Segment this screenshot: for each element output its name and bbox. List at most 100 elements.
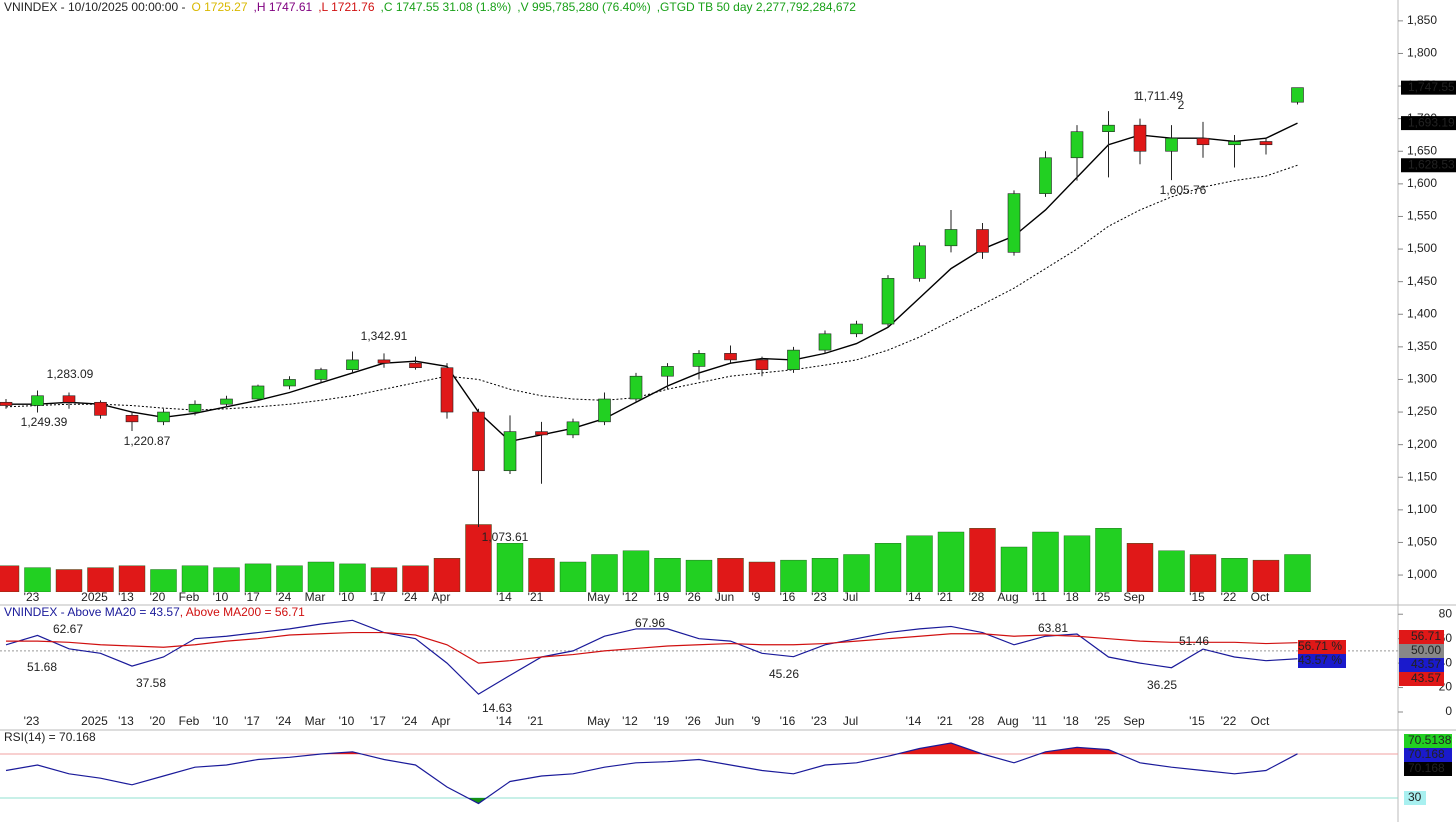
candle-body <box>94 401 107 416</box>
x-tick-label: '19 <box>654 714 670 728</box>
x-tick-label: '22 <box>1221 590 1237 604</box>
x-tick-label: '12 <box>622 590 638 604</box>
x-tick-label: '22 <box>1221 714 1237 728</box>
x-tick-label: 2025 <box>81 714 108 728</box>
header-item: ,GTGD TB 50 day 2,277,792,284,672 <box>657 0 857 14</box>
y-tick-label: 1,300 <box>1407 372 1437 386</box>
y-tick-label: 1,000 <box>1407 567 1437 581</box>
moving-average <box>5 164 1298 411</box>
y-tick-label: 1,850 <box>1407 13 1437 27</box>
candle-body <box>976 229 989 253</box>
candle-body <box>31 395 44 406</box>
volume-bar <box>370 567 398 592</box>
candle-body <box>629 375 643 400</box>
x-tick-label: Aug <box>997 714 1018 728</box>
candle-body <box>1291 87 1304 103</box>
value-box <box>1298 640 1346 654</box>
x-tick-label: Apr <box>432 714 451 728</box>
x-tick-label: '21 <box>937 714 953 728</box>
last-value-label: 1,693.19 <box>1408 115 1455 129</box>
breadth-annotation: 14.63 <box>482 701 512 715</box>
value-box-label: 50.00 <box>1411 643 1441 657</box>
x-tick-label: '16 <box>780 714 796 728</box>
y-tick-label: 1,150 <box>1407 469 1437 483</box>
x-tick-label: '26 <box>685 590 701 604</box>
volume-bar <box>55 569 83 592</box>
candle-body <box>1039 157 1052 194</box>
value-box-label: 43.57 <box>1411 671 1441 685</box>
volume-bar <box>339 563 366 592</box>
value-box <box>1404 762 1452 776</box>
breadth-annotation: 63.81 <box>1038 621 1068 635</box>
volume-bar <box>307 561 335 592</box>
x-tick-label: '23 <box>811 714 827 728</box>
price-annotation: 1,283.09 <box>47 367 94 381</box>
volume-bar <box>528 558 555 592</box>
last-value-box <box>1401 158 1456 173</box>
value-box-label: 43.57 % <box>1298 653 1342 667</box>
candle-body <box>566 421 580 436</box>
price-panel <box>0 87 1311 592</box>
y-tick-label: 30 <box>1408 790 1422 804</box>
x-tick-label: '21 <box>528 590 544 604</box>
volume-bar <box>748 561 776 592</box>
x-tick-label: '18 <box>1063 714 1079 728</box>
price-annotation: 2 <box>1178 98 1185 112</box>
header-item: ,L 1721.76 <box>318 0 375 14</box>
candle-body <box>503 431 517 472</box>
volume-bar <box>1189 554 1217 592</box>
x-tick-label: Jul <box>843 714 858 728</box>
x-tick-label: '24 <box>402 714 418 728</box>
x-tick-label: '17 <box>244 590 260 604</box>
candle-body <box>881 278 895 325</box>
y-tick-label: 1,350 <box>1407 339 1437 353</box>
candle-body <box>157 411 170 423</box>
header-item: ,C 1747.55 31.08 (1.8%) <box>381 0 512 14</box>
header: VNINDEX - 10/10/2025 00:00:00 - O 1725.27… <box>4 0 856 14</box>
volume-bar <box>118 565 146 592</box>
last-value-box <box>1401 80 1456 95</box>
breadth-annotation: 51.68 <box>27 660 57 674</box>
x-tick-label: May <box>587 714 610 728</box>
last-value-box <box>1401 116 1456 131</box>
volume-bar <box>591 554 618 592</box>
value-box-label: 56.71 % <box>1298 639 1342 653</box>
volume-bar <box>780 559 807 592</box>
x-tick-label: '28 <box>969 590 985 604</box>
x-tick-label: Oct <box>1251 714 1270 728</box>
x-tick-label: Oct <box>1251 590 1270 604</box>
volume-bar <box>969 528 996 592</box>
y-tick-label: 1,400 <box>1407 306 1437 320</box>
y-tick-label: 1,500 <box>1407 241 1437 255</box>
last-value-label: 1,628.53 <box>1408 157 1455 171</box>
header-item: VNINDEX - 10/10/2025 00:00:00 - <box>4 0 185 14</box>
x-tick-label: '9 <box>752 590 761 604</box>
volume-bar <box>843 554 870 592</box>
x-tick-label: '11 <box>1032 714 1047 728</box>
candle-body <box>62 395 76 403</box>
breadth-annotation: 45.26 <box>769 667 799 681</box>
value-box-label: 43.57 <box>1411 657 1441 671</box>
candle-body <box>1165 137 1178 152</box>
panel-title-part: , Above MA200 = 56.71 <box>180 605 305 619</box>
candle-body <box>1007 193 1021 253</box>
candle-body <box>755 359 769 370</box>
rsi-line <box>5 742 1298 805</box>
x-tick-label: '25 <box>1095 590 1111 604</box>
candle-body <box>377 359 391 364</box>
x-tick-label: '23 <box>811 590 827 604</box>
x-tick-label: '14 <box>906 590 922 604</box>
volume-bar <box>433 558 461 592</box>
header-item: ,H 1747.61 <box>254 0 313 14</box>
x-tick-label: Sep <box>1123 590 1145 604</box>
volume-bar <box>1000 546 1028 592</box>
x-tick-label: Jul <box>843 590 858 604</box>
x-tick-label: '14 <box>496 590 512 604</box>
breadth-line <box>6 631 1298 664</box>
volume-bar <box>1221 558 1248 592</box>
volume-bar <box>685 559 713 592</box>
candle-body <box>409 362 422 369</box>
candle-body <box>818 333 832 351</box>
x-tick-label: '14 <box>906 714 922 728</box>
candle-body <box>125 415 139 423</box>
